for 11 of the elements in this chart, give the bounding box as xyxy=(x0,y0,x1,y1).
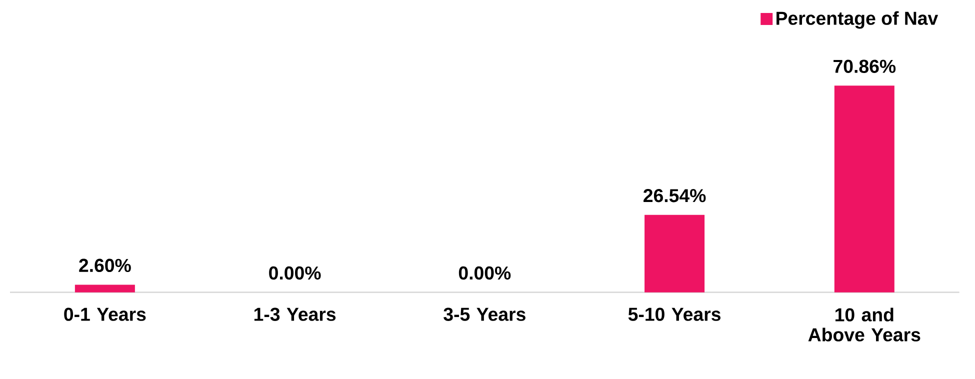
x-tick-label: 5-10 Years xyxy=(628,308,720,321)
legend-label: Percentage of Nav xyxy=(776,11,938,29)
data-label: 26.54% xyxy=(644,188,706,202)
x-tick-label: 3-5 Years xyxy=(444,308,526,321)
x-tick-label: 0-1 Years xyxy=(64,308,146,321)
data-label: 0.00% xyxy=(269,266,321,280)
data-label: 2.60% xyxy=(79,258,131,272)
data-label: 70.86% xyxy=(834,60,896,73)
x-tick-label: 10 and Above Years xyxy=(808,308,920,342)
x-tick-label: 1-3 Years xyxy=(254,308,336,321)
data-label: 0.00% xyxy=(458,266,511,280)
